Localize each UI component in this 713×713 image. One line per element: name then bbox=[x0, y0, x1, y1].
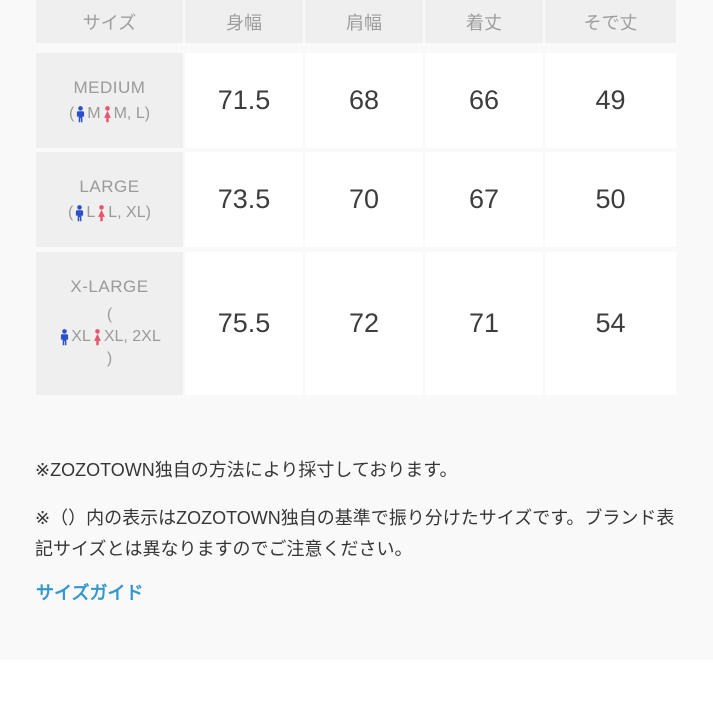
womens-size: XL, 2XL bbox=[103, 328, 161, 345]
cell-shoulder-width: 68 bbox=[305, 53, 423, 148]
size-sub-label: ( M M, L) bbox=[69, 105, 150, 123]
cell-shoulder-width: 70 bbox=[305, 152, 423, 247]
column-header-shoulder-width: 肩幅 bbox=[305, 0, 423, 43]
mens-person-icon bbox=[76, 204, 84, 221]
paren-open: ( bbox=[68, 105, 75, 122]
size-label-x-large: X-LARGE ( XL XL, 2XL ) bbox=[36, 252, 183, 395]
cell-length: 67 bbox=[425, 152, 543, 247]
measurement-notes: ※ZOZOTOWN独自の方法により採寸しております。 ※（）内の表示はZOZOT… bbox=[35, 455, 680, 565]
mens-size: L bbox=[86, 204, 96, 221]
cell-length: 66 bbox=[425, 53, 543, 148]
womens-person-icon bbox=[103, 105, 111, 122]
paren-close: ) bbox=[106, 350, 113, 367]
column-header-body-width: 身幅 bbox=[185, 0, 303, 43]
mens-size: M bbox=[87, 105, 101, 122]
size-guide-link[interactable]: サイズガイド bbox=[36, 583, 144, 603]
paren-open: ( bbox=[106, 306, 113, 323]
size-name: LARGE bbox=[79, 177, 140, 196]
column-header-length: 着丈 bbox=[425, 0, 543, 43]
note-measurement-method: ※ZOZOTOWN独自の方法により採寸しております。 bbox=[35, 460, 458, 480]
size-name: X-LARGE bbox=[70, 277, 149, 296]
column-header-sleeve-length: そで丈 bbox=[545, 0, 676, 43]
size-chart-section: サイズ 身幅 肩幅 着丈 そで丈 MEDIUM ( M M, L) 71.5 68 … bbox=[35, 0, 680, 603]
coordinate-section: コーディネート（38） bbox=[0, 660, 713, 713]
size-sub-label: ( L L, XL) bbox=[68, 204, 151, 222]
womens-person-icon bbox=[98, 204, 106, 221]
size-name: MEDIUM bbox=[73, 78, 146, 97]
table-row-x-large: X-LARGE ( XL XL, 2XL ) 75.5 72 71 54 bbox=[36, 252, 676, 395]
cell-body-width: 75.5 bbox=[185, 252, 303, 395]
size-label-large: LARGE ( L L, XL) bbox=[36, 152, 183, 247]
cell-sleeve-length: 50 bbox=[545, 152, 676, 247]
paren-close: ) bbox=[145, 204, 151, 221]
mens-size: XL bbox=[71, 328, 91, 345]
cell-body-width: 73.5 bbox=[185, 152, 303, 247]
cell-shoulder-width: 72 bbox=[305, 252, 423, 395]
mens-person-icon bbox=[61, 328, 69, 345]
column-header-size: サイズ bbox=[36, 0, 183, 43]
paren-close: ) bbox=[144, 105, 151, 122]
table-row-medium: MEDIUM ( M M, L) 71.5 68 66 49 bbox=[36, 53, 676, 148]
cell-sleeve-length: 49 bbox=[545, 53, 676, 148]
size-table: サイズ 身幅 肩幅 着丈 そで丈 MEDIUM ( M M, L) 71.5 68 … bbox=[36, 0, 676, 395]
womens-size: M, L bbox=[113, 105, 145, 122]
note-size-classification: ※（）内の表示はZOZOTOWN独自の基準で振り分けたサイズです。ブランド表記サ… bbox=[35, 508, 675, 559]
size-table-header-row: サイズ 身幅 肩幅 着丈 そで丈 bbox=[36, 0, 676, 43]
cell-sleeve-length: 54 bbox=[545, 252, 676, 395]
size-sub-label: ( XL XL, 2XL ) bbox=[58, 304, 161, 370]
table-row-large: LARGE ( L L, XL) 73.5 70 67 50 bbox=[36, 152, 676, 247]
size-label-medium: MEDIUM ( M M, L) bbox=[36, 53, 183, 148]
womens-person-icon bbox=[93, 328, 101, 345]
paren-open: ( bbox=[68, 204, 74, 221]
cell-length: 71 bbox=[425, 252, 543, 395]
womens-size: L, XL bbox=[108, 204, 146, 221]
mens-person-icon bbox=[77, 105, 85, 122]
cell-body-width: 71.5 bbox=[185, 53, 303, 148]
